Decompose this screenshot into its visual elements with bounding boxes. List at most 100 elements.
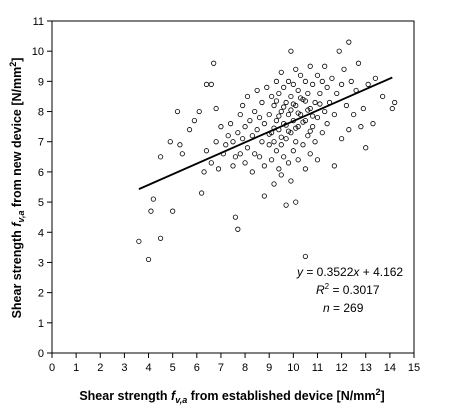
data-point <box>281 104 287 110</box>
data-point <box>225 133 231 139</box>
x-tick-label: 12 <box>335 362 347 374</box>
data-point <box>261 193 267 199</box>
data-point <box>269 93 275 100</box>
data-point <box>269 157 275 163</box>
data-point <box>293 125 299 131</box>
data-point <box>317 90 323 97</box>
data-point <box>372 75 378 81</box>
data-point <box>271 181 277 187</box>
data-point <box>240 136 246 142</box>
data-point <box>261 121 267 127</box>
data-point <box>380 93 386 100</box>
data-point <box>319 78 325 84</box>
data-point <box>203 81 210 87</box>
data-point <box>338 81 345 87</box>
data-point <box>346 39 352 45</box>
data-point <box>307 128 313 134</box>
data-point <box>199 190 205 196</box>
x-tick-label: 9 <box>266 362 272 374</box>
data-point <box>351 111 357 118</box>
data-point <box>363 145 369 151</box>
y-tick-label: 9 <box>38 76 44 88</box>
data-point <box>312 99 318 106</box>
data-point <box>273 148 280 154</box>
data-point <box>297 72 304 78</box>
data-point <box>336 48 342 54</box>
data-point <box>302 78 308 84</box>
data-point <box>285 160 292 166</box>
y-tick-label: 1 <box>38 318 44 330</box>
y-tick-label: 5 <box>38 197 44 209</box>
data-point <box>310 124 316 130</box>
data-point <box>218 124 224 130</box>
data-point <box>276 90 282 97</box>
x-tick-label: 13 <box>360 362 372 374</box>
y-axis-ticks: 0 1 2 3 4 5 6 7 8 9 10 11 <box>32 16 52 360</box>
data-point <box>293 66 299 72</box>
data-point <box>300 142 306 148</box>
data-point <box>281 154 287 160</box>
data-point <box>249 169 255 175</box>
x-tick-label: 1 <box>73 362 79 374</box>
data-point <box>196 108 202 115</box>
data-point <box>235 226 241 232</box>
data-point <box>254 127 260 133</box>
x-tick-label: 8 <box>242 362 248 374</box>
data-point <box>273 78 280 84</box>
x-tick-label: 15 <box>408 362 420 374</box>
data-point <box>232 214 239 220</box>
data-point <box>145 256 152 263</box>
data-point <box>285 128 292 134</box>
data-point <box>288 107 294 113</box>
data-point <box>370 121 376 127</box>
data-point <box>290 101 296 107</box>
data-point <box>266 111 272 118</box>
data-point <box>338 136 345 142</box>
data-point <box>283 136 289 142</box>
data-point <box>179 151 185 157</box>
data-point <box>227 121 234 127</box>
data-point <box>220 151 226 157</box>
data-point <box>211 60 217 66</box>
data-point <box>285 78 292 84</box>
data-point <box>276 127 282 133</box>
sample-size-label: n = 269 <box>323 301 364 315</box>
data-point <box>307 151 313 157</box>
data-point <box>343 102 350 109</box>
data-point <box>278 108 284 115</box>
data-point <box>271 139 277 145</box>
data-point <box>302 98 308 104</box>
data-point <box>285 111 292 118</box>
data-point <box>254 87 260 94</box>
data-point <box>273 118 280 124</box>
data-point <box>302 253 308 260</box>
data-points <box>136 39 398 263</box>
data-point <box>295 110 301 116</box>
data-point <box>392 99 398 106</box>
data-point <box>290 148 296 154</box>
data-point <box>353 87 359 94</box>
x-tick-label: 4 <box>145 362 151 374</box>
data-point <box>314 114 321 121</box>
data-point <box>266 131 272 137</box>
data-point <box>174 108 181 115</box>
data-point <box>278 172 284 178</box>
data-point <box>305 107 311 113</box>
data-point <box>358 124 364 130</box>
data-point <box>324 121 330 127</box>
data-point <box>276 166 282 172</box>
regression-line <box>138 76 393 190</box>
data-point <box>281 84 287 91</box>
data-point <box>177 142 183 148</box>
data-point <box>334 90 340 97</box>
data-point <box>305 133 311 139</box>
data-point <box>256 154 263 160</box>
data-point <box>230 163 236 169</box>
regression-equation: y = 0.3522x + 4.162 <box>296 265 403 279</box>
data-point <box>208 160 214 166</box>
data-point <box>314 157 321 163</box>
data-point <box>310 81 316 87</box>
data-point <box>283 99 289 106</box>
y-tick-label: 8 <box>38 107 44 119</box>
y-tick-label: 11 <box>33 16 44 28</box>
